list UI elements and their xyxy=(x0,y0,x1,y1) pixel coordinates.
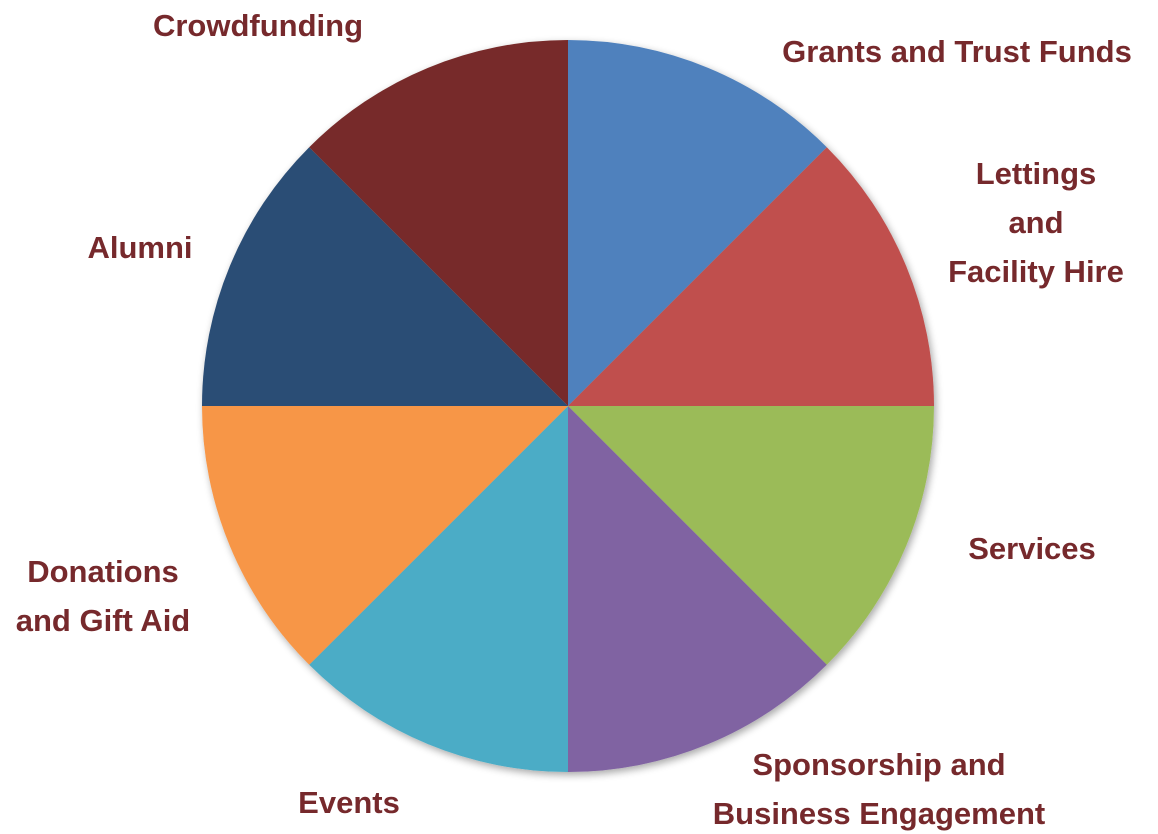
slice-label-5: Donations and Gift Aid xyxy=(16,554,191,638)
slice-label-line: Business Engagement xyxy=(713,796,1045,831)
slice-label-4: Events xyxy=(298,785,400,820)
slice-label-line: Events xyxy=(298,785,400,820)
slice-label-2: Services xyxy=(968,531,1096,566)
slice-label-line: Donations xyxy=(27,554,179,589)
slice-label-1: Lettings and Facility Hire xyxy=(948,156,1124,289)
slice-label-line: Alumni xyxy=(87,230,192,265)
slice-label-line: Facility Hire xyxy=(948,254,1124,289)
slice-label-line: Crowdfunding xyxy=(153,8,363,43)
slice-label-line: Sponsorship and xyxy=(752,747,1005,782)
slice-label-3: Sponsorship and Business Engagement xyxy=(713,747,1045,831)
slice-label-7: Crowdfunding xyxy=(153,8,363,43)
slice-label-6: Alumni xyxy=(87,230,192,265)
slice-label-line: Lettings xyxy=(976,156,1097,191)
slice-label-line: Grants and Trust Funds xyxy=(782,34,1132,69)
slice-label-line: and Gift Aid xyxy=(16,603,191,638)
slice-label-0: Grants and Trust Funds xyxy=(782,34,1132,69)
slice-label-line: and xyxy=(1008,205,1063,240)
slice-label-line: Services xyxy=(968,531,1096,566)
pie-slices xyxy=(202,40,934,772)
